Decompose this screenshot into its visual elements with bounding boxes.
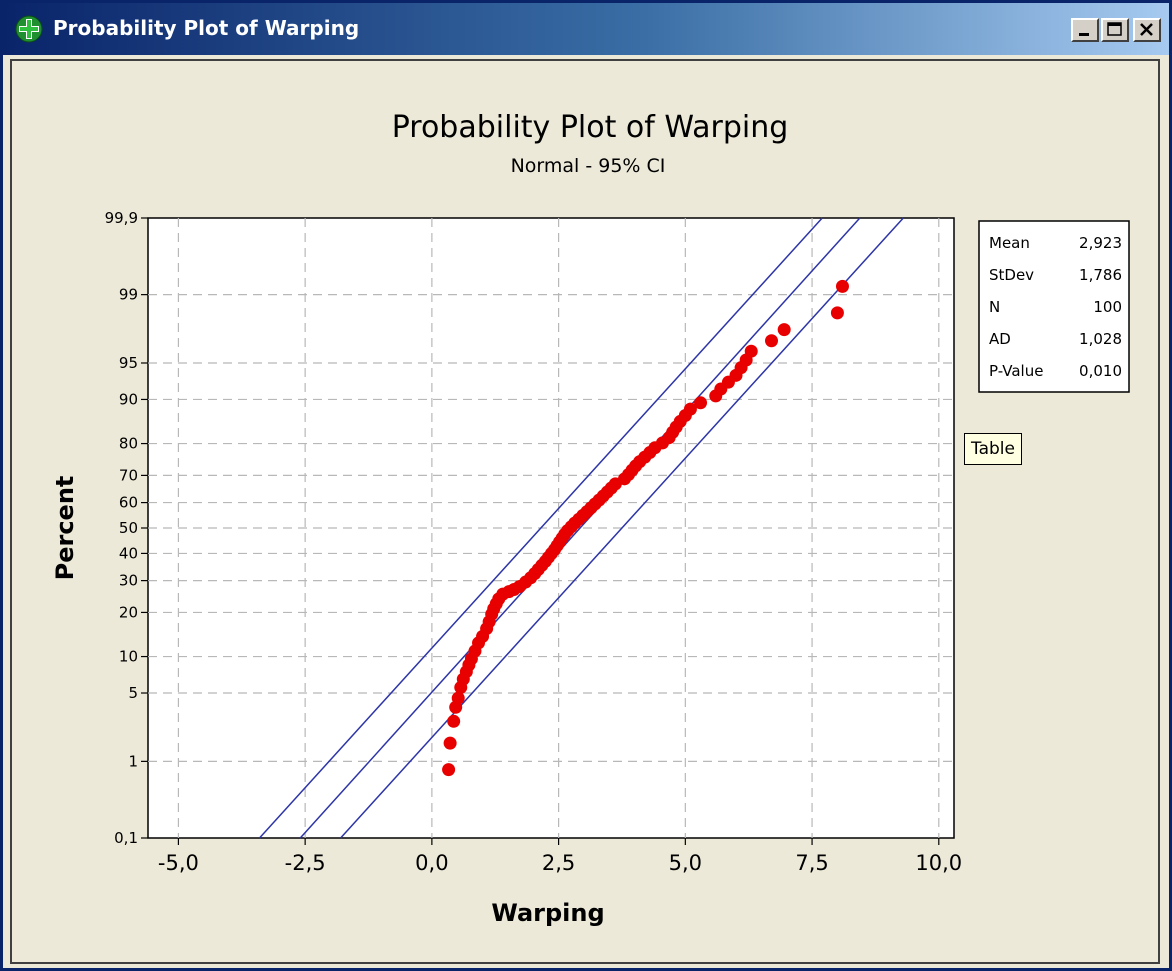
maximize-button[interactable] [1101, 18, 1129, 42]
stats-table[interactable]: Mean 2,923 StDev 1,786 N 100 AD 1,028 P-… [978, 220, 1130, 393]
data-point [442, 763, 456, 777]
window-title: Probability Plot of Warping [53, 16, 360, 40]
plot-area [147, 217, 955, 839]
y-tick-label: 80 [119, 435, 138, 453]
maximize-icon [1107, 22, 1122, 36]
data-points [442, 279, 849, 777]
minimize-icon [1079, 33, 1089, 36]
chart-subtitle: Normal - 95% CI [511, 155, 666, 177]
x-tick-label: -2,5 [285, 851, 326, 875]
table-tooltip: Table [964, 433, 1022, 465]
y-axis-label: Percent [51, 476, 79, 581]
data-point [777, 323, 791, 337]
y-tick-label: 90 [119, 390, 138, 408]
data-point [694, 396, 708, 410]
data-point [744, 344, 758, 358]
stats-label-n: N [989, 298, 1000, 316]
x-tick-label: 5,0 [669, 851, 702, 875]
close-button[interactable] [1133, 18, 1161, 42]
minimize-button[interactable] [1071, 18, 1099, 42]
stats-value-mean: 2,923 [1079, 234, 1122, 252]
x-tick-label: 0,0 [415, 851, 448, 875]
x-tick-label: 2,5 [542, 851, 575, 875]
data-point [830, 306, 844, 320]
y-tick-label: 10 [119, 648, 138, 666]
data-point [451, 691, 465, 705]
fit-and-ci-lines [258, 217, 904, 839]
stats-label-stdev: StDev [989, 266, 1034, 284]
stats-label-ad: AD [989, 330, 1011, 348]
stats-value-pvalue: 0,010 [1079, 362, 1122, 380]
y-tick-label: 99 [119, 286, 138, 304]
stats-value-stdev: 1,786 [1079, 266, 1122, 284]
data-point [683, 402, 697, 416]
fit-line [299, 217, 861, 839]
x-axis-label: Warping [491, 899, 604, 927]
stats-label-pvalue: P-Value [989, 362, 1043, 380]
y-axis: 0,1 1 5 10 20 30 40 50 60 70 80 90 95 99 99,9 [105, 209, 148, 847]
y-tick-label: 50 [119, 519, 138, 537]
y-tick-label: 99,9 [105, 209, 138, 227]
y-tick-label: 70 [119, 466, 138, 484]
close-icon [1140, 23, 1153, 36]
gridlines [148, 218, 954, 838]
x-tick-label: 10,0 [915, 851, 962, 875]
data-point [447, 714, 461, 728]
y-tick-label: 5 [128, 684, 138, 702]
x-tick-label: 7,5 [795, 851, 828, 875]
data-point [443, 736, 457, 750]
y-tick-label: 20 [119, 603, 138, 621]
x-tick-label: -5,0 [158, 851, 199, 875]
data-point [765, 334, 779, 348]
y-tick-label: 1 [128, 752, 138, 770]
stats-label-mean: Mean [989, 234, 1030, 252]
stats-value-n: 100 [1093, 298, 1122, 316]
data-point [835, 279, 849, 293]
y-tick-label: 95 [119, 354, 138, 372]
title-bar[interactable]: Probability Plot of Warping [3, 3, 1169, 55]
y-tick-label: 0,1 [114, 829, 138, 847]
minitab-plus-icon [15, 15, 43, 43]
stats-table-box [978, 220, 1130, 393]
ci-upper-line [258, 217, 823, 839]
y-tick-label: 40 [119, 544, 138, 562]
y-tick-label: 60 [119, 494, 138, 512]
chart-title: Probability Plot of Warping [392, 110, 789, 145]
stats-value-ad: 1,028 [1079, 330, 1122, 348]
y-tick-label: 30 [119, 572, 138, 590]
x-axis: -5,0 -2,5 0,0 2,5 5,0 7,5 10,0 [158, 838, 962, 875]
ci-lower-line [340, 217, 904, 839]
